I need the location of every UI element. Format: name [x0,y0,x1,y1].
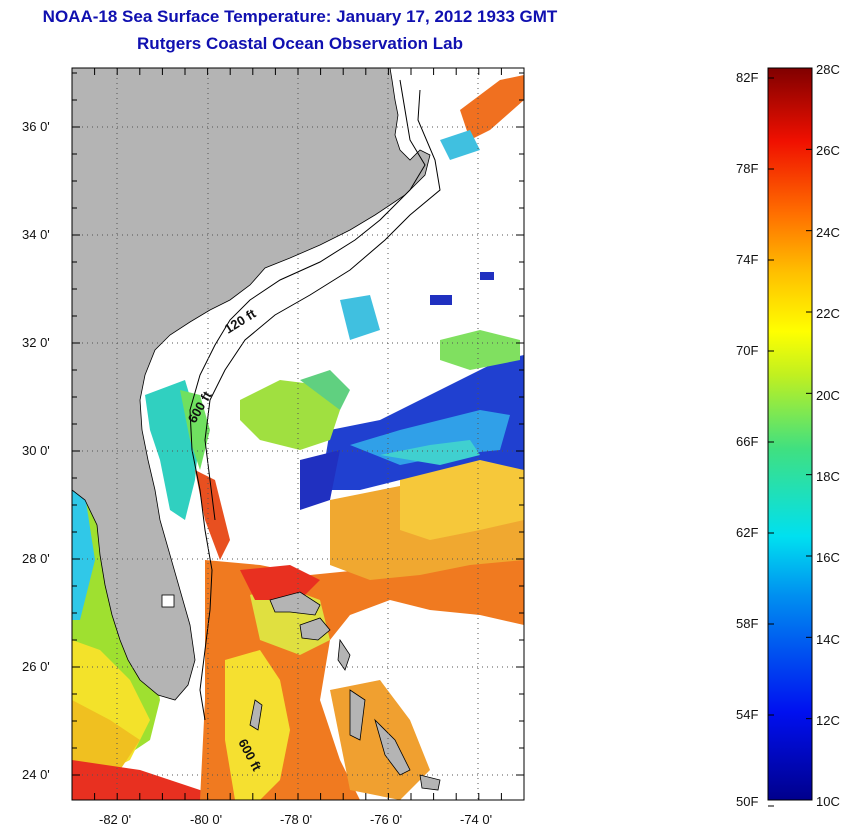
lon-label-80: -80 0' [190,812,222,827]
lat-label-32: 32 0' [22,335,50,350]
colorbar-f-74: 74F [736,252,758,267]
colorbar-c-14: 14C [816,632,840,647]
colorbar-c-24: 24C [816,225,840,240]
lat-label-26: 26 0' [22,659,50,674]
colorbar-c-18: 18C [816,469,840,484]
graticule [72,68,524,800]
colorbar-f-50: 50F [736,794,758,809]
map-title: NOAA-18 Sea Surface Temperature: January… [42,7,558,26]
colorbar-gradient [767,67,813,801]
colorbar-f-78: 78F [736,161,758,176]
lat-label-24: 24 0' [22,767,50,782]
colorbar-f-70: 70F [736,343,758,358]
lat-label-34: 34 0' [22,227,50,242]
colorbar-ticks [768,67,812,807]
lat-label-28: 28 0' [22,551,50,566]
colorbar-c-16: 16C [816,550,840,565]
colorbar-c-20: 20C [816,388,840,403]
map-subtitle: Rutgers Coastal Ocean Observation Lab [137,34,463,53]
lon-label-82: -82 0' [99,812,131,827]
lon-label-74: -74 0' [460,812,492,827]
lon-label-78: -78 0' [280,812,312,827]
colorbar-c-10: 10C [816,794,840,809]
colorbar-f-54: 54F [736,707,758,722]
bathymetry-contours [189,79,441,721]
colorbar-f-62: 62F [736,525,758,540]
lon-label-76: -76 0' [370,812,402,827]
lat-label-36: 36 0' [22,119,50,134]
colorbar-f-82: 82F [736,70,758,85]
colorbar-c-28: 28C [816,62,840,77]
colorbar-c-26: 26C [816,143,840,158]
land-mass [72,68,431,701]
axis-ticks [71,68,524,800]
lat-label-30: 30 0' [22,443,50,458]
colorbar-f-58: 58F [736,616,758,631]
colorbar-f-66: 66F [736,434,758,449]
colorbar-c-22: 22C [816,306,840,321]
bahamas-islands [161,591,441,791]
colorbar-c-12: 12C [816,713,840,728]
